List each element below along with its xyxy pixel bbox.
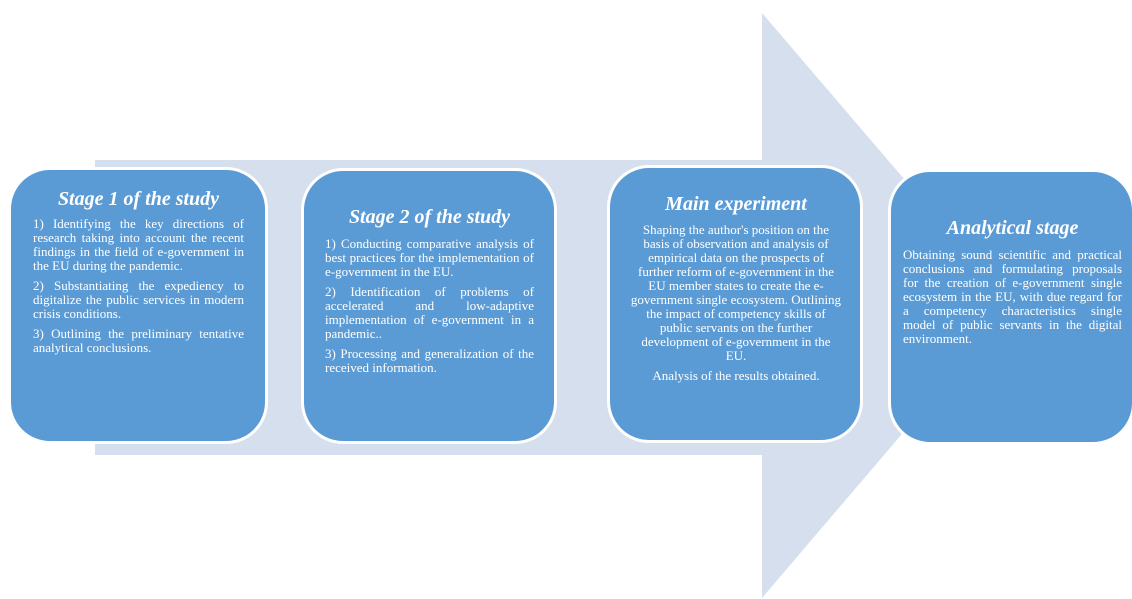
stage-2-box: Stage 2 of the study 1) Conducting compa… — [301, 168, 557, 444]
stage-1-item: 1) Identifying the key directions of res… — [33, 216, 244, 274]
main-experiment-item: Shaping the author's position on the bas… — [630, 222, 842, 364]
stage-1-item: 2) Substantiating the expediency to digi… — [33, 278, 244, 322]
stage-2-item: 2) Identification of problems of acceler… — [325, 284, 534, 342]
main-experiment-title: Main experiment — [665, 193, 807, 215]
analytical-stage-item: Obtaining sound scientific and practical… — [903, 247, 1122, 347]
main-experiment-box: Main experiment Shaping the author's pos… — [607, 165, 863, 443]
stage-2-title: Stage 2 of the study — [348, 206, 511, 228]
stage-1-title: Stage 1 of the study — [57, 188, 220, 210]
stage-1-box: Stage 1 of the study 1) Identifying the … — [8, 167, 268, 444]
analytical-stage-box: Analytical stage Obtaining sound scienti… — [888, 169, 1132, 445]
stage-2-item: 1) Conducting comparative analysis of be… — [325, 236, 534, 280]
stage-1-item: 3) Outlining the preliminary tentative a… — [33, 326, 244, 356]
main-experiment-item: Analysis of the results obtained. — [652, 368, 820, 384]
stage-2-item: 3) Processing and generalization of the … — [325, 346, 534, 376]
analytical-stage-title: Analytical stage — [946, 217, 1079, 239]
